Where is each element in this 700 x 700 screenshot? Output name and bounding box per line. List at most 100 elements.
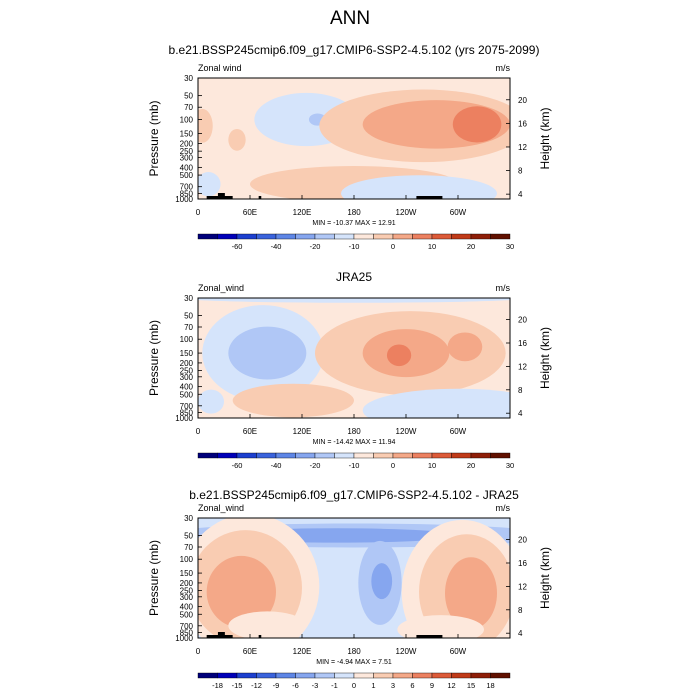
field-label: Zonal wind	[198, 63, 242, 73]
x-tick-label: 180	[347, 647, 361, 656]
contour-region	[452, 106, 502, 143]
y-tick-label: 70	[184, 323, 193, 332]
y-tick-label: 700	[180, 622, 194, 631]
y-tick-label: 300	[180, 153, 194, 162]
min-max-stats: MIN = -10.37 MAX = 12.91	[312, 220, 395, 227]
y-tick-label: 300	[180, 593, 194, 602]
colorbar-swatch	[256, 233, 277, 240]
colorbar-swatch	[431, 672, 452, 679]
colorbar-label: -1	[331, 681, 338, 690]
colorbar-swatch	[256, 452, 277, 459]
y-tick-label: 850	[180, 408, 194, 417]
contour-region	[362, 388, 510, 418]
topography	[258, 635, 262, 638]
y-tick-label: 700	[180, 402, 194, 411]
colorbar-label: 12	[447, 681, 455, 690]
y-tick-label: 30	[184, 514, 193, 523]
y-tick-label: 500	[180, 610, 194, 619]
topography	[416, 635, 443, 638]
y-tick-label: 200	[180, 139, 194, 148]
y-tick-label: 200	[180, 579, 194, 588]
y-tick-label: 150	[180, 569, 194, 578]
page-title: ANN	[329, 8, 371, 29]
x-tick-label: 0	[196, 647, 201, 656]
colorbar-label: 6	[410, 681, 414, 690]
colorbar-swatch	[392, 452, 413, 459]
contour-region	[228, 611, 307, 638]
contour-region	[397, 615, 484, 638]
colorbar-label: 15	[467, 681, 475, 690]
y-tick-label: 300	[180, 373, 194, 382]
units-label: m/s	[496, 283, 511, 293]
topography	[217, 193, 225, 199]
colorbar-label: 3	[391, 681, 395, 690]
y-tick-label: 1000	[175, 414, 193, 423]
colorbar-label: 0	[352, 681, 356, 690]
contour-region	[228, 326, 307, 380]
colorbar-swatch	[392, 672, 413, 679]
x-tick-label: 60E	[243, 647, 257, 656]
contour-region	[206, 555, 276, 628]
colorbar-label: -20	[310, 242, 321, 251]
contour-field	[198, 518, 510, 638]
colorbar-swatch	[353, 672, 374, 679]
contour-field	[198, 298, 510, 418]
y-axis-label: Pressure (mb)	[147, 100, 161, 176]
x-tick-label: 120E	[293, 427, 312, 436]
contour-region	[386, 344, 412, 367]
x-tick-label: 120W	[396, 647, 417, 656]
colorbar-label: -10	[349, 461, 360, 470]
x-tick-label: 180	[347, 208, 361, 217]
x-tick-label: 0	[196, 208, 201, 217]
colorbar-label: -12	[251, 681, 262, 690]
colorbar-swatch	[275, 672, 296, 679]
units-label: m/s	[496, 63, 511, 73]
x-tick-label: 60W	[450, 208, 467, 217]
y-tick-label: 250	[180, 587, 194, 596]
y-tick-label: 400	[180, 383, 194, 392]
y-tick-label: 250	[180, 367, 194, 376]
topography	[416, 196, 443, 199]
colorbar-label: -40	[271, 461, 282, 470]
height-tick-label: 8	[518, 606, 523, 615]
colorbar-swatch	[334, 452, 355, 459]
x-tick-label: 120W	[396, 208, 417, 217]
y-tick-label: 70	[184, 543, 193, 552]
x-tick-label: 60W	[450, 427, 467, 436]
colorbar-swatch	[431, 452, 452, 459]
colorbar-label: 10	[428, 242, 436, 251]
colorbar-swatch	[275, 452, 296, 459]
min-max-stats: MIN = -4.94 MAX = 7.51	[316, 659, 392, 666]
colorbar-label: -20	[310, 461, 321, 470]
colorbar-swatch	[373, 452, 394, 459]
colorbar-swatch	[334, 672, 355, 679]
height-tick-label: 4	[518, 629, 523, 638]
colorbar-swatch	[236, 672, 257, 679]
contour-region	[198, 108, 213, 143]
topography	[258, 196, 262, 199]
height-axis-label: Height (km)	[538, 327, 552, 389]
y-tick-label: 70	[184, 103, 193, 112]
y-tick-label: 850	[180, 189, 194, 198]
colorbar-label: -18	[212, 681, 223, 690]
x-tick-label: 60E	[243, 427, 257, 436]
colorbar-label: 30	[506, 461, 514, 470]
colorbar-swatch	[314, 672, 335, 679]
contour-region	[198, 389, 224, 414]
height-tick-label: 16	[518, 559, 527, 568]
y-tick-label: 100	[180, 555, 194, 564]
height-tick-label: 16	[518, 119, 527, 128]
height-tick-label: 12	[518, 143, 527, 152]
colorbar-swatch	[197, 233, 218, 240]
contour-region	[198, 298, 510, 303]
x-tick-label: 180	[347, 427, 361, 436]
x-tick-label: 120E	[293, 647, 312, 656]
colorbar-swatch	[451, 233, 472, 240]
y-axis-label: Pressure (mb)	[147, 540, 161, 616]
y-tick-label: 700	[180, 183, 194, 192]
height-tick-label: 20	[518, 536, 527, 545]
colorbar-swatch	[314, 233, 335, 240]
y-tick-label: 1000	[175, 195, 193, 204]
colorbar-swatch	[256, 672, 277, 679]
colorbar-swatch	[217, 233, 238, 240]
